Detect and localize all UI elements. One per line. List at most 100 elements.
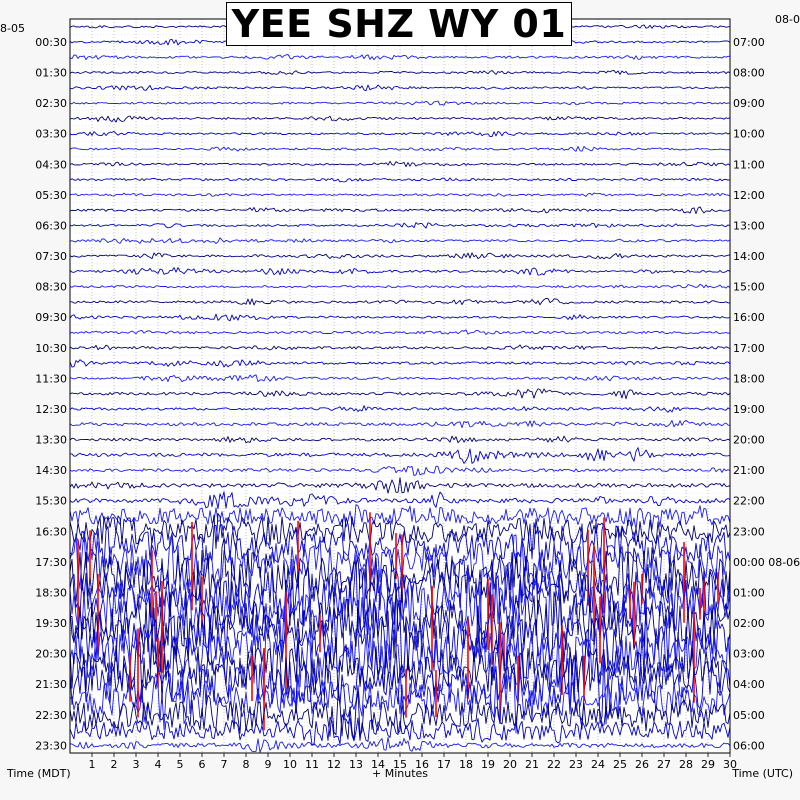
right-time-label: 16:00 <box>733 311 765 324</box>
trace-row <box>69 237 731 245</box>
left-time-label: 13:30 <box>35 434 67 447</box>
trace-row <box>69 130 731 138</box>
trace-row <box>69 70 731 75</box>
x-tick-label: 29 <box>701 758 715 771</box>
trace-row <box>69 115 731 123</box>
right-time-label: 20:00 <box>733 434 765 447</box>
left-time-label: 06:30 <box>35 219 67 232</box>
x-tick-label: 26 <box>635 758 649 771</box>
left-time-label: 00:30 <box>35 36 67 49</box>
x-tick-label: 14 <box>371 758 385 771</box>
x-tick-label: 12 <box>327 758 341 771</box>
trace-row <box>69 222 731 229</box>
trace-row <box>70 297 731 306</box>
trace-row <box>69 736 731 753</box>
x-tick-label: 1 <box>89 758 96 771</box>
left-time-label: 01:30 <box>35 67 67 80</box>
right-time-label: 05:00 <box>733 709 765 722</box>
trace-row <box>69 344 731 351</box>
x-tick-label: 10 <box>283 758 297 771</box>
left-time-label: 20:30 <box>35 648 67 661</box>
trace-row <box>69 491 731 510</box>
x-tick-label: 6 <box>199 758 206 771</box>
seismic-traces <box>69 24 731 753</box>
right-time-label: 14:00 <box>733 250 765 263</box>
right-time-label: 04:00 <box>733 678 765 691</box>
x-tick-label: 24 <box>591 758 605 771</box>
trace-row <box>69 714 731 746</box>
x-tick-label: 21 <box>525 758 539 771</box>
trace-row <box>69 359 731 368</box>
x-tick-label: 27 <box>657 758 671 771</box>
chart-title: YEE SHZ WY 01 <box>231 2 567 46</box>
trace-row <box>69 160 731 168</box>
right-time-label: 21:00 <box>733 464 765 477</box>
right-date-label: 08-0 <box>775 13 800 26</box>
right-time-label: 07:00 <box>733 36 765 49</box>
trace-row <box>69 374 731 383</box>
right-time-label: 09:00 <box>733 97 765 110</box>
trace-row <box>69 477 731 494</box>
x-tick-label: 17 <box>437 758 451 771</box>
right-time-label: 17:00 <box>733 342 765 355</box>
right-time-label: 22:00 <box>733 495 765 508</box>
x-tick-label: 9 <box>265 758 272 771</box>
trace-row <box>69 465 731 477</box>
x-axis-ticks: 1 2 3 4 5 6 7 8 9 10 11 12 13 14 15 16 17 18 19 20 21 22 23 24 2… <box>89 753 737 771</box>
left-time-label: 02:30 <box>35 97 67 110</box>
right-time-label: 01:00 <box>733 586 765 599</box>
x-tick-label: 19 <box>481 758 495 771</box>
trace-row <box>69 329 731 336</box>
x-tick-label: 3 <box>133 758 140 771</box>
trace-row <box>70 447 731 464</box>
left-time-label: 04:30 <box>35 158 67 171</box>
x-tick-label: 16 <box>415 758 429 771</box>
left-time-label: 23:30 <box>35 739 67 752</box>
x-tick-label: 2 <box>111 758 118 771</box>
x-tick-label: 13 <box>349 758 363 771</box>
x-tick-label: 4 <box>155 758 162 771</box>
x-tick-label: 8 <box>243 758 250 771</box>
x-tick-label: 7 <box>221 758 228 771</box>
right-time-label: 00:00 08-06 <box>733 556 800 569</box>
x-tick-label: 20 <box>503 758 517 771</box>
left-time-label: 16:30 <box>35 525 67 538</box>
left-time-label: 03:30 <box>35 128 67 141</box>
right-time-label: 15:00 <box>733 281 765 294</box>
right-time-label: 02:00 <box>733 617 765 630</box>
chart-title-box: YEE SHZ WY 01 <box>226 2 572 46</box>
right-time-label: 08:00 <box>733 67 765 80</box>
grid-lines <box>70 19 730 753</box>
right-time-label: 19:00 <box>733 403 765 416</box>
x-tick-label: 18 <box>459 758 473 771</box>
trace-row <box>69 206 731 215</box>
trace-row <box>69 504 731 530</box>
left-time-label: 09:30 <box>35 311 67 324</box>
right-time-labels: 07:00 08:00 09:00 10:00 11:00 12:00 13:00 14:00… <box>733 36 800 752</box>
trace-row <box>69 252 731 260</box>
trace-row <box>69 419 731 429</box>
right-time-label: 18:00 <box>733 372 765 385</box>
right-time-label: 03:00 <box>733 648 765 661</box>
trace-row <box>69 145 731 152</box>
right-axis-title: Time (UTC) <box>731 767 793 780</box>
right-time-label: 06:00 <box>733 739 765 752</box>
left-date-label: 8-05 <box>0 22 25 35</box>
trace-row <box>69 388 731 400</box>
trace-row <box>69 405 731 413</box>
x-axis-title: + Minutes <box>372 767 428 780</box>
left-time-label: 05:30 <box>35 189 67 202</box>
trace-row <box>69 283 731 289</box>
x-tick-label: 22 <box>547 758 561 771</box>
left-axis-title: Time (MDT) <box>6 767 71 780</box>
trace-row <box>69 100 731 106</box>
left-time-label: 08:30 <box>35 281 67 294</box>
x-tick-label: 25 <box>613 758 627 771</box>
left-time-label: 10:30 <box>35 342 67 355</box>
right-time-label: 23:00 <box>733 525 765 538</box>
left-time-label: 17:30 <box>35 556 67 569</box>
trace-row <box>69 690 731 741</box>
x-tick-label: 5 <box>177 758 184 771</box>
trace-row <box>69 628 731 730</box>
